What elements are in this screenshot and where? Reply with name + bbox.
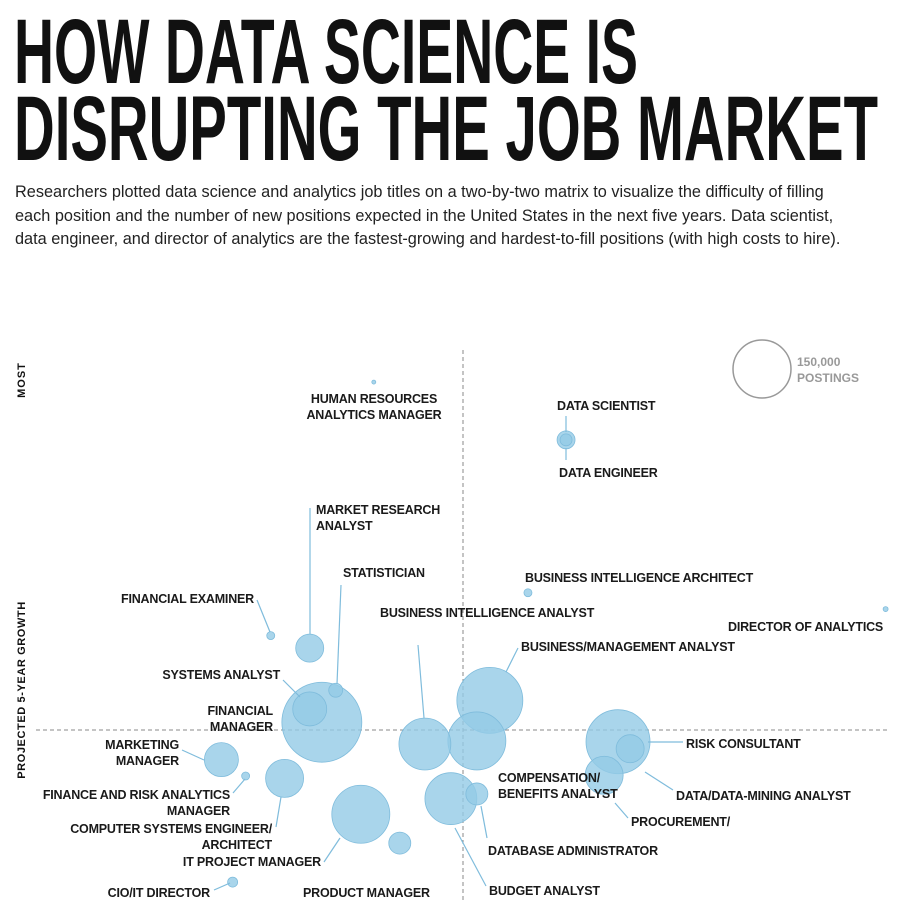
bubble [281, 681, 363, 763]
bubble [292, 691, 328, 727]
bubble [447, 711, 507, 771]
bubble-label: MARKETING MANAGER [105, 738, 179, 768]
bubble [465, 782, 489, 806]
y-axis-label: PROJECTED 5-YEAR GROWTH [16, 601, 28, 779]
bubble [295, 633, 325, 663]
bubble-label: BUSINESS/MANAGEMENT ANALYST [521, 640, 735, 654]
leader-line [232, 778, 246, 794]
bubble-label: PROCUREMENT/ [631, 815, 730, 829]
bubble [388, 831, 412, 855]
leader-line [644, 771, 674, 791]
bubble-label: MARKET RESEARCH ANALYST [316, 503, 441, 533]
bubble-label: DATA/DATA-MINING ANALYST [676, 789, 851, 803]
bubble-label: DATA ENGINEER [559, 466, 658, 480]
title-line: DISRUPTING THE JOB MARKET [14, 78, 878, 180]
bubble-label: IT PROJECT MANAGER [182, 855, 321, 869]
leader-line [417, 644, 425, 719]
bubble-label: COMPUTER SYSTEMS ENGINEER/ ARCHITECT [70, 822, 272, 852]
bubble [523, 588, 533, 598]
leader-line [614, 802, 629, 819]
bubble-label: SYSTEMS ANALYST [162, 668, 280, 682]
bubble-label: FINANCIAL EXAMINER [121, 592, 254, 606]
bubble [331, 784, 391, 844]
bubble-label: CIO/IT DIRECTOR [107, 886, 211, 900]
leader-line [213, 882, 231, 891]
leader-line [323, 837, 341, 863]
bubble [227, 876, 239, 888]
leader-line [336, 584, 342, 685]
leader-line [282, 679, 301, 698]
bubble [584, 755, 624, 795]
leader-line [454, 827, 487, 887]
size-legend-unit: POSTINGS [797, 371, 859, 385]
leader-line [480, 805, 488, 839]
bubble-label: BUSINESS INTELLIGENCE ANALYST [380, 606, 595, 620]
bubble-label: COMPENSATION/ BENEFITS ANALYST [498, 771, 618, 801]
bubble [265, 758, 305, 798]
bubble [203, 742, 239, 778]
bubble-label: PRODUCT MANAGER [303, 886, 430, 900]
bubble-label: STATISTICIAN [343, 566, 425, 580]
bubble-label: FINANCIAL MANAGER [207, 704, 273, 734]
bubble-label: DATA SCIENTIST [557, 399, 656, 413]
title-line: HOW DATA SCIENCE IS [14, 1, 638, 103]
leader-line [256, 599, 271, 633]
bubble-label: BUDGET ANALYST [489, 884, 600, 898]
bubble [559, 433, 573, 447]
y-end-label: MOST [16, 362, 28, 398]
bubble [371, 379, 377, 385]
bubble [266, 631, 276, 641]
leader-line [505, 647, 519, 673]
bubble [615, 734, 645, 764]
description: Researchers plotted data science and ana… [15, 183, 841, 248]
bubble-label: FINANCE AND RISK ANALYTICS MANAGER [42, 788, 230, 818]
leader-line [275, 796, 282, 828]
bubble-label: DATABASE ADMINISTRATOR [488, 844, 658, 858]
leader-line [181, 749, 205, 761]
bubble-label: RISK CONSULTANT [686, 737, 801, 751]
bubble-label: BUSINESS INTELLIGENCE ARCHITECT [525, 571, 754, 585]
bubble [328, 682, 344, 698]
bubble [398, 717, 452, 771]
bubble-label: HUMAN RESOURCES ANALYTICS MANAGER [306, 392, 442, 422]
size-legend-circle [732, 339, 792, 399]
bubble [882, 606, 889, 612]
bubble-label: DIRECTOR OF ANALYTICS [728, 620, 884, 634]
bubble [241, 771, 251, 781]
size-legend-label: 150,000 [797, 355, 841, 369]
